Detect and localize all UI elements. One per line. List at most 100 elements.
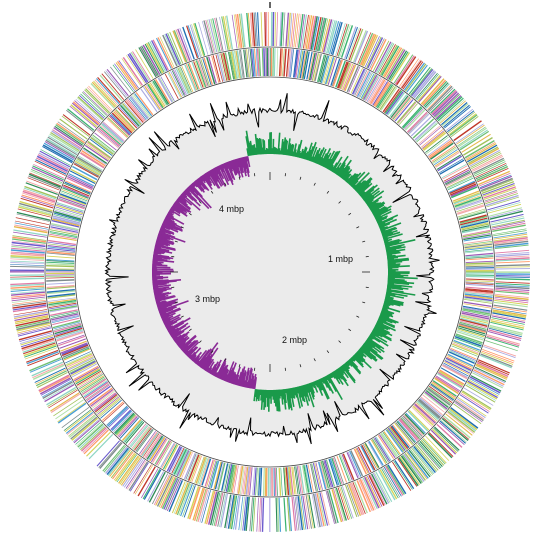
gene-tick [459, 129, 488, 149]
gc-skew-bar [275, 389, 279, 412]
gc-skew-bar [306, 383, 311, 393]
gene-tick [151, 81, 167, 106]
gc-skew-bar [200, 355, 211, 369]
gc-skew-bar [361, 188, 375, 200]
gene-tick [465, 257, 494, 261]
gene-tick [206, 19, 216, 53]
gene-tick [105, 446, 128, 474]
gene-tick [362, 35, 379, 67]
gene-tick [319, 55, 328, 83]
gene-tick [453, 339, 481, 351]
gene-tick [264, 467, 267, 497]
gene-tick [441, 164, 467, 179]
gene-tick [302, 14, 309, 49]
gc-skew-bar [152, 277, 164, 280]
gene-tick [21, 194, 55, 206]
gene-tick [385, 429, 404, 453]
gene-tick [456, 124, 485, 145]
gene-tick [114, 412, 135, 434]
gc-skew-bar [377, 217, 394, 226]
gene-tick [73, 420, 101, 444]
gene-tick [10, 249, 45, 254]
gene-tick [133, 464, 152, 494]
gene-tick [346, 452, 359, 479]
gene-tick [404, 452, 426, 481]
gene-tick [339, 24, 351, 58]
gene-tick [92, 391, 115, 409]
gene-tick [452, 190, 480, 202]
gc-skew-bar [365, 340, 382, 354]
gene-tick [405, 412, 426, 434]
gene-tick [417, 442, 441, 470]
gc-skew-bar [387, 274, 409, 277]
gene-tick [465, 288, 494, 292]
gc-skew-bar [365, 190, 385, 205]
gc-skew-bar [193, 181, 203, 192]
gc-skew-bar [274, 389, 277, 407]
gene-tick [465, 282, 494, 285]
gc-skew-bar [308, 382, 315, 398]
gc-skew-bar [300, 150, 305, 159]
gene-tick [335, 487, 347, 521]
gene-tick [212, 492, 221, 526]
gc-skew-bar [263, 140, 266, 155]
gene-tick [297, 50, 302, 78]
gene-tick [390, 52, 411, 82]
gene-tick [11, 244, 46, 249]
gene-tick [46, 288, 75, 293]
gene-tick [257, 12, 260, 47]
gc-skew-bar [305, 383, 315, 408]
gene-tick [74, 100, 101, 124]
gene-tick [225, 494, 233, 529]
gene-tick [291, 496, 297, 531]
gene-tick [464, 242, 493, 247]
gene-tick [326, 490, 337, 524]
gc-skew-bar [385, 245, 390, 249]
gene-tick [454, 402, 483, 423]
gc-skew-bar [337, 367, 345, 376]
gene-tick [414, 120, 437, 141]
gene-tick [140, 431, 158, 456]
gc-skew-bar [164, 218, 183, 229]
gc-skew-bar [362, 192, 372, 201]
gc-skew-bar [323, 158, 330, 168]
gene-tick [230, 464, 237, 493]
gene-tick [434, 377, 459, 395]
gc-skew-bar [158, 232, 171, 239]
gene-tick [42, 381, 73, 400]
gene-tick [377, 43, 395, 74]
gc-skew-bar [386, 254, 393, 257]
gene-tick [304, 495, 310, 530]
scale-label-4mbp: 4 mbp [219, 204, 244, 214]
gene-tick [293, 13, 298, 48]
gc-skew-bar [156, 239, 169, 245]
gene-tick [424, 391, 448, 410]
gene-tick [131, 426, 150, 449]
gc-skew-bar [155, 242, 164, 247]
gene-tick [340, 62, 352, 90]
gene-tick [446, 175, 473, 188]
gc-skew-bar [329, 164, 334, 171]
gene-tick [462, 306, 491, 314]
gc-skew-bar [384, 239, 402, 246]
gc-skew-bar [233, 366, 241, 385]
gene-tick [272, 47, 274, 77]
gene-tick [240, 466, 245, 495]
gene-tick [83, 147, 108, 164]
gene-tick [243, 496, 249, 531]
gc-skew-bar [198, 356, 207, 367]
gene-tick [460, 218, 488, 227]
gc-skew-bar [168, 210, 173, 215]
gene-tick [319, 492, 329, 526]
scale-tick [299, 176, 302, 180]
gene-tick [371, 438, 388, 464]
gc-skew-bar [304, 384, 309, 393]
gene-tick [415, 403, 437, 423]
gene-tick [330, 21, 341, 55]
gene-tick [133, 94, 151, 117]
gene-tick [416, 402, 438, 422]
gene-tick [461, 222, 489, 230]
gene-tick [23, 342, 56, 355]
gene-tick [307, 494, 314, 529]
gc-skew-bar [163, 313, 181, 324]
